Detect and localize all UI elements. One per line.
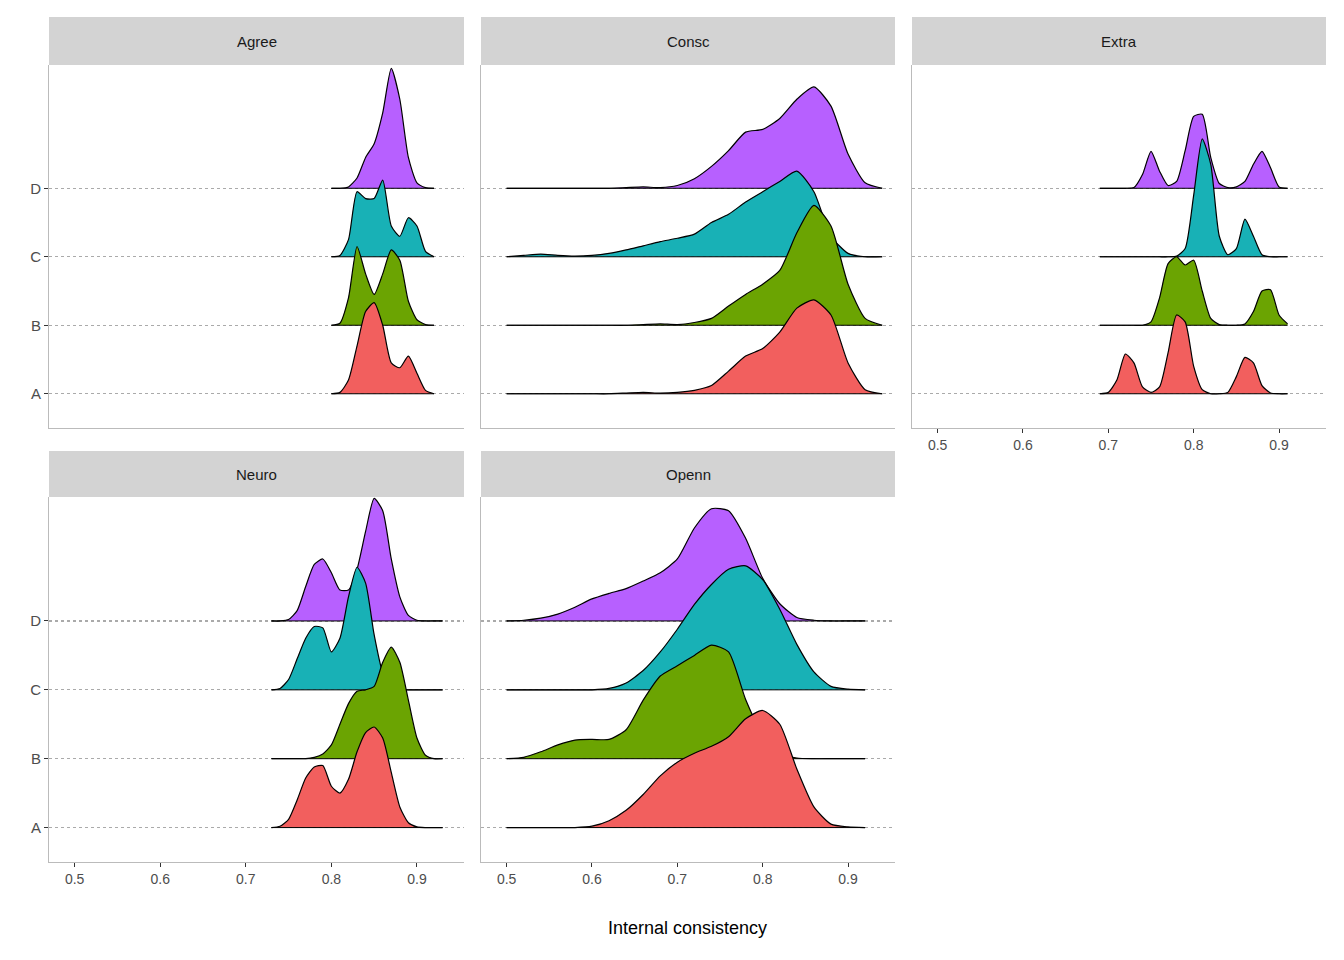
svg-text:D: D bbox=[30, 612, 41, 629]
svg-text:Neuro: Neuro bbox=[236, 466, 277, 483]
svg-text:0.5: 0.5 bbox=[928, 437, 948, 453]
svg-text:Agree: Agree bbox=[237, 33, 277, 50]
svg-text:C: C bbox=[30, 681, 41, 698]
svg-text:0.8: 0.8 bbox=[753, 871, 773, 887]
svg-text:0.5: 0.5 bbox=[497, 871, 517, 887]
svg-text:0.9: 0.9 bbox=[838, 871, 858, 887]
svg-text:A: A bbox=[31, 819, 41, 836]
svg-text:Consc: Consc bbox=[667, 33, 710, 50]
svg-text:C: C bbox=[30, 248, 41, 265]
svg-text:Openn: Openn bbox=[666, 466, 711, 483]
svg-text:0.9: 0.9 bbox=[1269, 437, 1289, 453]
svg-text:0.5: 0.5 bbox=[65, 871, 85, 887]
svg-text:D: D bbox=[30, 180, 41, 197]
svg-text:0.6: 0.6 bbox=[582, 871, 602, 887]
svg-text:0.6: 0.6 bbox=[1013, 437, 1033, 453]
svg-text:A: A bbox=[31, 385, 41, 402]
svg-text:Extra: Extra bbox=[1101, 33, 1137, 50]
svg-text:0.9: 0.9 bbox=[407, 871, 427, 887]
svg-text:0.7: 0.7 bbox=[668, 871, 688, 887]
svg-text:B: B bbox=[31, 317, 41, 334]
svg-text:0.8: 0.8 bbox=[322, 871, 342, 887]
svg-text:0.8: 0.8 bbox=[1184, 437, 1204, 453]
svg-text:B: B bbox=[31, 750, 41, 767]
svg-text:0.6: 0.6 bbox=[151, 871, 171, 887]
svg-text:Internal consistency: Internal consistency bbox=[608, 918, 767, 938]
svg-text:0.7: 0.7 bbox=[1099, 437, 1119, 453]
svg-text:0.7: 0.7 bbox=[236, 871, 256, 887]
